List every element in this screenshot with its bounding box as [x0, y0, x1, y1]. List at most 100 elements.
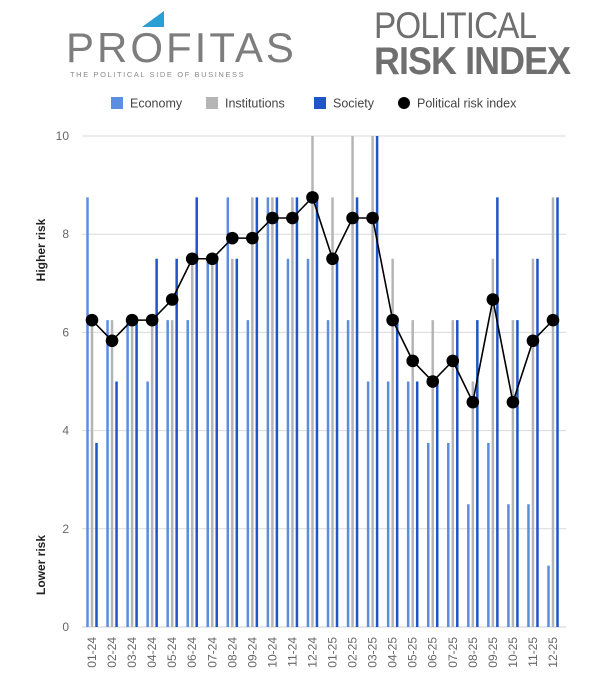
index-point [346, 211, 359, 225]
index-point [246, 231, 259, 245]
bar-institutions [471, 381, 475, 627]
legend-swatch [206, 97, 218, 109]
x-tick-label: 05-25 [406, 637, 420, 668]
bar-economy [346, 320, 350, 627]
bar-society [235, 258, 239, 627]
x-tick-label: 07-25 [446, 637, 460, 668]
x-tick-label: 06-25 [426, 637, 440, 668]
x-tick-label: 10-24 [265, 637, 279, 668]
bar-economy [286, 258, 290, 627]
x-tick-label: 01-25 [326, 637, 340, 668]
bar-economy [206, 258, 210, 627]
bar-institutions [331, 197, 334, 627]
bar-society [536, 258, 539, 627]
x-tick-label: 07-24 [205, 637, 219, 668]
bar-institutions [110, 320, 114, 627]
bar-economy [447, 442, 450, 627]
index-point [526, 334, 540, 348]
higher-risk-label: Higher risk [34, 218, 48, 281]
bar-society [375, 136, 379, 627]
bar-economy [306, 258, 310, 627]
chart-bars [86, 136, 559, 627]
x-tick-label: 01-24 [85, 637, 99, 668]
bar-institutions [231, 258, 234, 627]
index-point [105, 334, 119, 348]
bar-society [95, 442, 98, 627]
index-point [446, 354, 460, 368]
bar-economy [146, 381, 149, 627]
x-tick-label: 08-25 [466, 637, 480, 668]
bar-economy [366, 381, 370, 627]
bar-economy [246, 320, 250, 627]
bar-institutions [451, 320, 455, 627]
bar-society [315, 197, 319, 627]
y-tick-label: 6 [62, 325, 69, 339]
bar-society [476, 320, 479, 627]
index-point [506, 395, 520, 409]
index-line [85, 191, 560, 409]
bar-institutions [170, 320, 174, 627]
bar-economy [86, 197, 89, 627]
y-tick-label: 8 [62, 227, 69, 241]
bar-institutions [251, 197, 254, 627]
bar-institutions [190, 258, 194, 627]
bar-institutions [130, 320, 134, 627]
bar-institutions [391, 258, 394, 627]
y-tick-label: 4 [62, 424, 69, 438]
x-tick-label: 11-24 [285, 637, 299, 667]
index-point [306, 191, 319, 204]
index-point [286, 211, 299, 225]
bar-economy [406, 381, 410, 627]
index-point [185, 252, 199, 266]
legend-label: Institutions [225, 97, 285, 111]
brand-tagline: THE POLITICAL SIDE OF BUSINESS [70, 70, 246, 79]
legend-label: Society [333, 97, 375, 111]
bar-economy [426, 442, 430, 627]
legend-swatch [111, 97, 123, 109]
bar-society [496, 197, 499, 627]
index-point [85, 313, 99, 327]
legend-swatch [314, 97, 326, 109]
bar-institutions [150, 320, 154, 627]
bar-economy [467, 504, 470, 627]
bar-society [395, 320, 399, 627]
x-tick-label: 08-24 [225, 637, 239, 668]
x-tick-label: 04-24 [145, 637, 159, 668]
x-tick-label: 11-25 [526, 637, 540, 667]
y-tick-label: 10 [56, 129, 70, 143]
x-tick-label: 06-24 [185, 637, 199, 668]
bar-institutions [291, 197, 294, 627]
bar-institutions [411, 320, 414, 627]
x-tick-label: 02-24 [105, 637, 119, 668]
bar-society [195, 197, 198, 627]
x-tick-label: 05-24 [165, 637, 179, 668]
index-point [546, 313, 560, 327]
x-tick-label: 04-25 [386, 637, 400, 668]
x-tick-label: 09-25 [486, 637, 500, 668]
x-tick-label: 10-25 [506, 637, 520, 668]
bar-economy [226, 197, 230, 627]
bar-institutions [351, 136, 354, 627]
bar-institutions [311, 136, 314, 627]
bar-society [215, 258, 219, 627]
y-tick-label: 2 [62, 522, 69, 536]
index-point [125, 313, 139, 327]
x-tick-label: 09-24 [245, 637, 259, 668]
index-point [266, 211, 279, 225]
bar-economy [547, 565, 550, 627]
bar-institutions [551, 197, 555, 627]
bar-economy [487, 442, 490, 627]
legend-label: Economy [130, 97, 183, 111]
bar-economy [106, 320, 109, 627]
bar-economy [126, 320, 129, 627]
bar-society [255, 197, 259, 627]
index-point [226, 231, 239, 245]
bar-society [135, 320, 138, 627]
bar-society [155, 258, 158, 627]
index-point [366, 211, 379, 225]
bar-economy [186, 320, 189, 627]
index-point [145, 313, 159, 327]
bar-society [115, 381, 118, 627]
bar-society [355, 197, 359, 627]
